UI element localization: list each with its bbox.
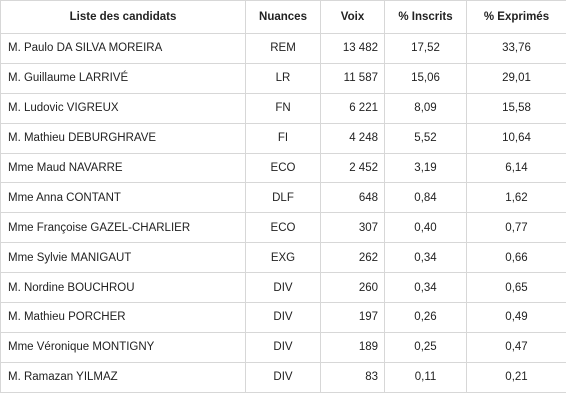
- candidate-inscrits: 3,19: [384, 152, 467, 184]
- candidate-voix: 197: [320, 302, 385, 333]
- candidate-nuance: DIV: [245, 302, 321, 333]
- table-row: M. Ramazan YILMAZ DIV 83 0,11 0,21: [0, 361, 566, 393]
- candidate-inscrits: 0,40: [384, 212, 467, 244]
- table-row: Mme Maud NAVARRE ECO 2 452 3,19 6,14: [0, 152, 566, 184]
- table-body: M. Paulo DA SILVA MOREIRA REM 13 482 17,…: [0, 33, 566, 393]
- header-inscrits: % Inscrits: [384, 0, 467, 34]
- candidate-nuance: DLF: [245, 182, 321, 214]
- table-row: Mme Véronique MONTIGNY DIV 189 0,25 0,47: [0, 331, 566, 363]
- candidate-exprimes: 6,14: [466, 152, 566, 184]
- candidate-nuance: ECO: [245, 152, 321, 184]
- candidate-inscrits: 0,25: [384, 331, 467, 363]
- candidate-inscrits: 8,09: [384, 92, 467, 124]
- candidate-nuance: FN: [245, 92, 321, 124]
- candidate-exprimes: 0,77: [466, 212, 566, 244]
- candidate-exprimes: 0,47: [466, 331, 566, 363]
- candidate-exprimes: 0,49: [466, 302, 566, 333]
- table-row: M. Guillaume LARRIVÉ LR 11 587 15,06 29,…: [0, 62, 566, 94]
- candidate-exprimes: 29,01: [466, 62, 566, 94]
- candidate-voix: 11 587: [320, 62, 385, 94]
- candidate-name: M. Ramazan YILMAZ: [0, 361, 246, 393]
- candidate-voix: 83: [320, 361, 385, 393]
- candidate-inscrits: 0,26: [384, 302, 467, 333]
- candidate-exprimes: 1,62: [466, 182, 566, 214]
- candidate-name: Mme Maud NAVARRE: [0, 152, 246, 184]
- candidate-inscrits: 0,11: [384, 361, 467, 393]
- candidate-voix: 6 221: [320, 92, 385, 124]
- candidate-nuance: ECO: [245, 212, 321, 244]
- candidate-inscrits: 0,84: [384, 182, 467, 214]
- table-row: Mme Françoise GAZEL-CHARLIER ECO 307 0,4…: [0, 212, 566, 244]
- header-nuances: Nuances: [245, 0, 321, 34]
- candidate-exprimes: 0,21: [466, 361, 566, 393]
- candidate-name: M. Mathieu PORCHER: [0, 302, 246, 333]
- candidate-voix: 13 482: [320, 33, 385, 64]
- table-row: M. Nordine BOUCHROU DIV 260 0,34 0,65: [0, 272, 566, 304]
- table-row: M. Ludovic VIGREUX FN 6 221 8,09 15,58: [0, 92, 566, 124]
- candidate-voix: 648: [320, 182, 385, 214]
- table-header: Liste des candidats Nuances Voix % Inscr…: [0, 0, 566, 34]
- candidate-nuance: LR: [245, 62, 321, 94]
- candidate-name: Mme Véronique MONTIGNY: [0, 331, 246, 363]
- table-row: M. Mathieu PORCHER DIV 197 0,26 0,49: [0, 302, 566, 333]
- candidate-nuance: DIV: [245, 331, 321, 363]
- candidate-name: M. Ludovic VIGREUX: [0, 92, 246, 124]
- candidate-exprimes: 0,66: [466, 242, 566, 274]
- candidate-nuance: DIV: [245, 272, 321, 304]
- results-table: Liste des candidats Nuances Voix % Inscr…: [0, 0, 566, 393]
- table-row: Mme Sylvie MANIGAUT EXG 262 0,34 0,66: [0, 242, 566, 274]
- header-candidates: Liste des candidats: [0, 0, 246, 34]
- candidate-nuance: FI: [245, 122, 321, 154]
- candidate-name: Mme Sylvie MANIGAUT: [0, 242, 246, 274]
- header-voix: Voix: [320, 0, 385, 34]
- candidate-name: Mme Françoise GAZEL-CHARLIER: [0, 212, 246, 244]
- candidate-name: M. Nordine BOUCHROU: [0, 272, 246, 304]
- candidate-inscrits: 0,34: [384, 242, 467, 274]
- candidate-voix: 2 452: [320, 152, 385, 184]
- table-row: Mme Anna CONTANT DLF 648 0,84 1,62: [0, 182, 566, 214]
- candidate-voix: 260: [320, 272, 385, 304]
- candidate-name: M. Guillaume LARRIVÉ: [0, 62, 246, 94]
- candidate-exprimes: 0,65: [466, 272, 566, 304]
- candidate-inscrits: 15,06: [384, 62, 467, 94]
- candidate-nuance: REM: [245, 33, 321, 64]
- candidate-name: M. Mathieu DEBURGHRAVE: [0, 122, 246, 154]
- candidate-voix: 189: [320, 331, 385, 363]
- candidate-exprimes: 15,58: [466, 92, 566, 124]
- candidate-exprimes: 10,64: [466, 122, 566, 154]
- candidate-nuance: DIV: [245, 361, 321, 393]
- candidate-nuance: EXG: [245, 242, 321, 274]
- candidate-inscrits: 5,52: [384, 122, 467, 154]
- table-row: M. Paulo DA SILVA MOREIRA REM 13 482 17,…: [0, 33, 566, 64]
- candidate-voix: 4 248: [320, 122, 385, 154]
- header-row: Liste des candidats Nuances Voix % Inscr…: [0, 0, 566, 34]
- candidate-inscrits: 17,52: [384, 33, 467, 64]
- candidate-exprimes: 33,76: [466, 33, 566, 64]
- header-exprimes: % Exprimés: [466, 0, 566, 34]
- candidate-inscrits: 0,34: [384, 272, 467, 304]
- candidate-name: Mme Anna CONTANT: [0, 182, 246, 214]
- table-row: M. Mathieu DEBURGHRAVE FI 4 248 5,52 10,…: [0, 122, 566, 154]
- candidate-name: M. Paulo DA SILVA MOREIRA: [0, 33, 246, 64]
- candidate-voix: 262: [320, 242, 385, 274]
- candidate-voix: 307: [320, 212, 385, 244]
